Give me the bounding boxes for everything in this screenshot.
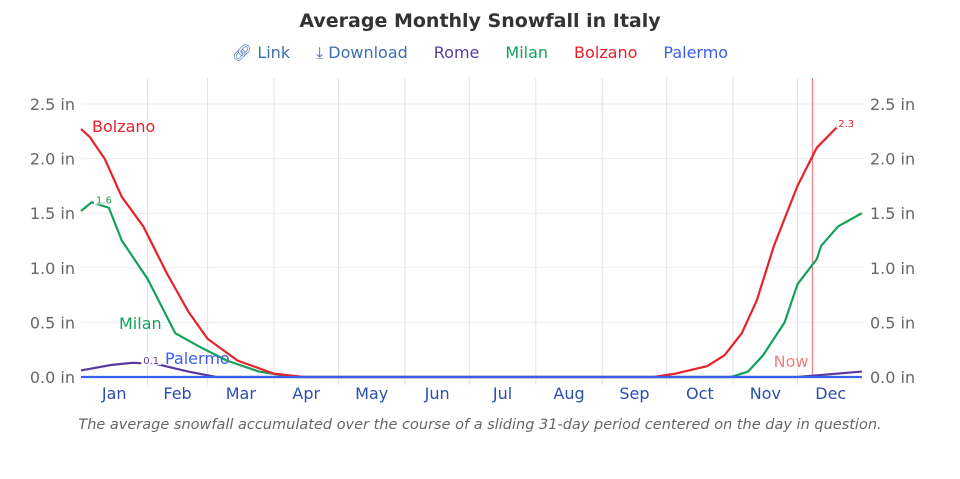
chart-caption: The average snowfall accumulated over th… — [78, 417, 882, 433]
data-label-bg — [94, 192, 115, 205]
data-label-bg — [836, 115, 857, 128]
y-tick-label-right: 0.0 in — [870, 368, 915, 387]
y-tick-label-right: 1.0 in — [870, 259, 915, 278]
x-tick-label: Oct — [686, 384, 714, 403]
x-tick-label: Dec — [815, 384, 846, 403]
y-tick-label-left: 0.5 in — [30, 313, 75, 332]
link-icon: 🔗︎ — [231, 43, 258, 62]
x-tick-label: Aug — [553, 384, 584, 403]
y-tick-label-left: 1.5 in — [30, 204, 75, 223]
series-line-bolzano — [80, 125, 840, 379]
y-tick-label-left: 0.0 in — [30, 368, 75, 387]
download-button[interactable]: ⤓ Download — [316, 43, 408, 63]
data-label-milan: 1.6 — [96, 195, 112, 206]
data-label-bolzano: 2.3 — [838, 119, 854, 130]
y-tick-label-left: 2.0 in — [30, 150, 75, 169]
y-tick-label-left: 1.0 in — [30, 259, 75, 278]
x-tick-label: Jun — [424, 384, 450, 403]
now-label: Now — [774, 352, 809, 371]
legend-palermo[interactable]: Palermo — [663, 43, 729, 62]
download-icon: ⤓ — [316, 43, 329, 62]
y-tick-label-right: 2.0 in — [870, 150, 915, 169]
series-name-label-milan: Milan — [119, 314, 162, 333]
y-tick-label-right: 0.5 in — [870, 313, 915, 332]
y-tick-label-right: 2.5 in — [870, 95, 915, 114]
legend-rome[interactable]: Rome — [433, 43, 480, 62]
series-name-label-bolzano: Bolzano — [92, 117, 155, 136]
legend-bolzano[interactable]: Bolzano — [574, 43, 638, 62]
y-tick-label-left: 2.5 in — [30, 95, 75, 114]
x-tick-label: Jul — [492, 384, 512, 403]
x-tick-label: Mar — [226, 384, 257, 403]
x-tick-label: Nov — [750, 384, 781, 403]
data-label-bg — [141, 352, 162, 365]
x-tick-label: Feb — [163, 384, 191, 403]
x-tick-label: Jan — [101, 384, 127, 403]
x-tick-label: May — [355, 384, 388, 403]
data-label-rome: 0.1 — [143, 356, 159, 367]
series-name-label-palermo: Palermo — [165, 349, 230, 368]
legend: 🔗︎ Link ⤓ Download Rome Milan Bolzano Pa… — [0, 43, 960, 63]
link-label: Link — [257, 43, 291, 62]
y-tick-label-right: 1.5 in — [870, 204, 915, 223]
link-button[interactable]: 🔗︎ Link — [232, 43, 290, 63]
x-tick-label: Sep — [619, 384, 649, 403]
chart-title: Average Monthly Snowfall in Italy — [299, 10, 661, 32]
download-label: Download — [328, 43, 408, 62]
legend-milan[interactable]: Milan — [505, 43, 549, 62]
x-tick-label: Apr — [292, 384, 320, 403]
